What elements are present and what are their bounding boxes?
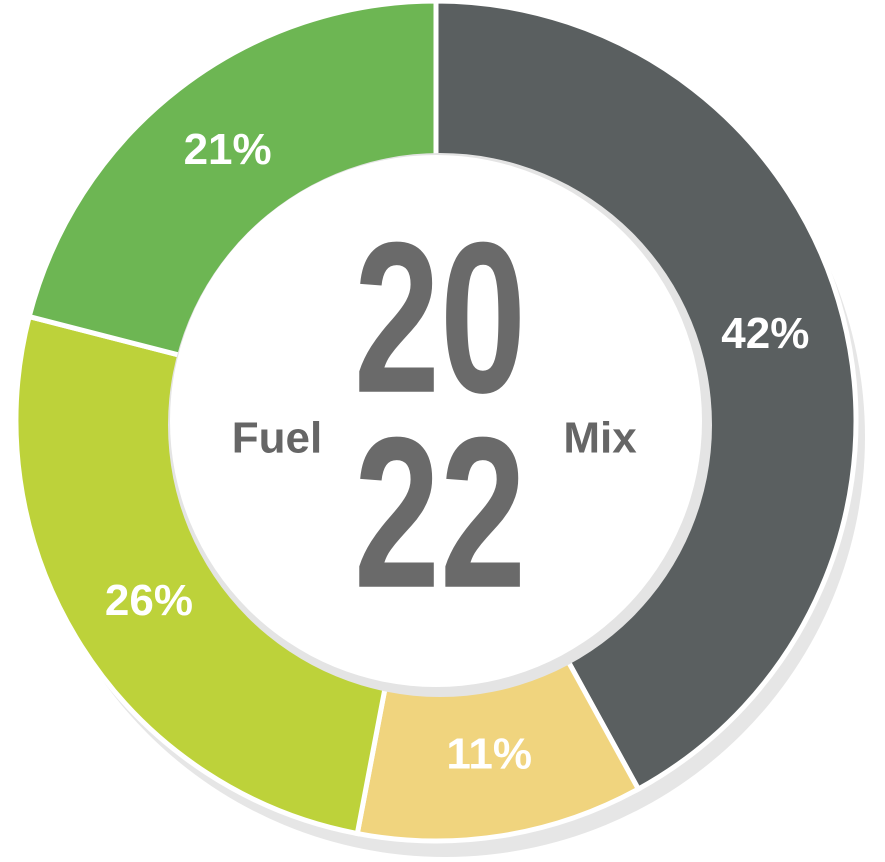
value-label: 42% (721, 309, 809, 358)
value-label: 21% (184, 125, 272, 174)
center-disc (170, 155, 702, 687)
segments (13, 0, 859, 844)
labels: 42% 11% 26% 21% (105, 125, 809, 778)
value-label: 26% (105, 576, 193, 625)
value-label: 11% (446, 729, 532, 778)
center-right: Mix (563, 414, 637, 463)
center-left: Fuel (232, 414, 322, 463)
center-line: 20 (354, 197, 526, 438)
center-line: 22 (354, 392, 526, 633)
